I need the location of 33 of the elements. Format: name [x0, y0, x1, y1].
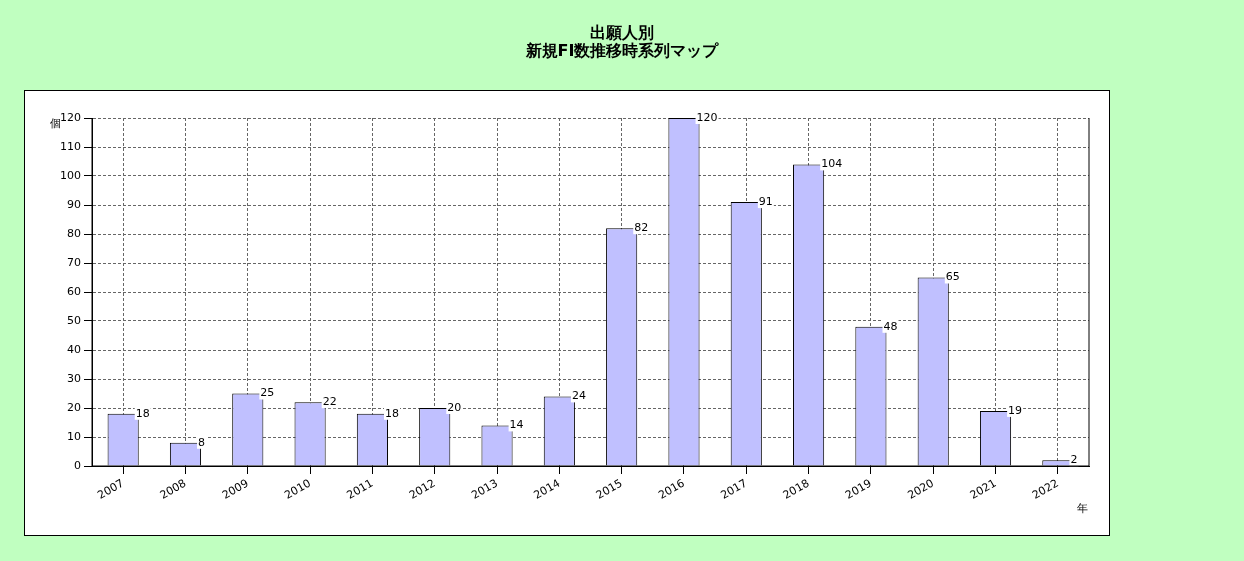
- data-label: 48: [883, 319, 898, 333]
- data-label: 20: [447, 400, 462, 414]
- y-tick-label: 50: [67, 313, 81, 327]
- y-tick-label: 90: [67, 197, 81, 211]
- y-tick-label: 40: [67, 342, 81, 356]
- data-label: 25: [260, 386, 275, 400]
- data-label: 18: [135, 406, 150, 420]
- y-axis-title: 個: [49, 116, 61, 130]
- chart-subtitle: 新規FI数推移時系列マップ: [524, 41, 720, 60]
- data-label: 65: [945, 270, 960, 284]
- data-label: 19: [1008, 403, 1023, 417]
- y-tick-label: 60: [67, 284, 81, 298]
- y-tick-label: 30: [67, 371, 81, 385]
- data-label: 2: [1070, 453, 1078, 467]
- y-tick-label: 120: [60, 110, 81, 124]
- data-label: 8: [198, 435, 206, 449]
- data-label: 104: [821, 157, 843, 171]
- y-tick-label: 0: [74, 458, 81, 472]
- data-label: 18: [384, 406, 399, 420]
- data-label: 24: [571, 389, 586, 403]
- x-axis-title: 年: [1076, 501, 1088, 515]
- y-tick-label: 20: [67, 400, 81, 414]
- data-label: 82: [634, 221, 649, 235]
- data-label: 22: [322, 395, 337, 409]
- y-tick-label: 100: [60, 168, 81, 182]
- data-label: 91: [758, 194, 773, 208]
- y-tick-label: 10: [67, 429, 81, 443]
- y-tick-label: 80: [67, 226, 81, 240]
- y-tick-label: 110: [60, 139, 81, 153]
- y-tick-label: 70: [67, 255, 81, 269]
- chart-title: 出願人別: [589, 23, 655, 42]
- data-label: 120: [696, 110, 718, 124]
- data-label: 14: [509, 418, 524, 432]
